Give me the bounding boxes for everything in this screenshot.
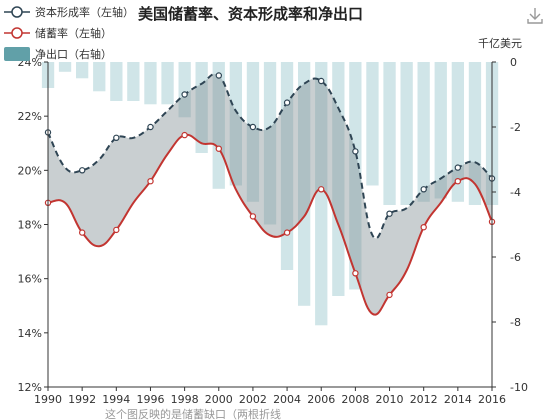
x-tick-label: 1996 [136, 393, 164, 406]
net-export-bar-1992[interactable] [76, 62, 89, 79]
saving-rate-point-2014[interactable] [454, 177, 461, 185]
right-tick-label: -2 [510, 121, 521, 134]
right-tick-label: -10 [510, 381, 528, 394]
net-export-bar-2003[interactable] [263, 62, 277, 225]
x-tick-label: 2006 [307, 393, 335, 406]
lines-layer [44, 72, 496, 316]
left-tick-label: 12% [18, 381, 42, 394]
net-export-bar-2010[interactable] [383, 62, 396, 205]
legend-item-saving-rate[interactable]: 储蓄率（左轴） [4, 26, 112, 40]
x-tick-label: 1992 [68, 393, 96, 406]
saving-rate-point-2002[interactable] [249, 213, 257, 220]
legend-label-saving-rate: 储蓄率（左轴） [35, 26, 112, 40]
net-export-bar-2009[interactable] [366, 62, 379, 186]
net-export-bar-2004[interactable] [280, 62, 294, 270]
net-export-bar-2005[interactable] [298, 62, 311, 306]
capital-formation-line [47, 72, 493, 240]
net-export-bar-2015[interactable] [468, 62, 482, 205]
x-tick-label: 2010 [376, 393, 404, 406]
capital-formation-point-2000[interactable] [215, 72, 222, 79]
x-tick-label: 2004 [273, 393, 301, 406]
saving-rate-point-2010[interactable] [386, 291, 393, 299]
download-icon[interactable] [527, 8, 543, 24]
x-tick-label: 2014 [444, 393, 472, 406]
right-axis-unit: 千亿美元 [478, 37, 522, 50]
net-export-bar-2000[interactable] [212, 62, 225, 189]
bars-layer [41, 62, 499, 326]
net-export-bar-2013[interactable] [434, 62, 447, 199]
saving-rate-point-2012[interactable] [420, 223, 427, 231]
chart-title: 美国储蓄率、资本形成率和净出口 [138, 5, 363, 23]
left-tick-label: 16% [18, 273, 42, 286]
saving-gap-area [48, 73, 492, 315]
net-export-bar-2011[interactable] [400, 62, 413, 205]
net-export-bar-2002[interactable] [246, 62, 260, 202]
capital-formation-point-2012[interactable] [420, 186, 427, 193]
right-tick-label: -8 [510, 316, 521, 329]
x-tick-label: 2012 [410, 393, 438, 406]
saving-rate-point-1998[interactable] [181, 131, 188, 139]
legend-label-capital-formation: 资本形成率（左轴） [35, 5, 134, 19]
right-tick-label: -4 [510, 186, 521, 199]
net-export-bar-1995[interactable] [127, 62, 140, 101]
x-tick-label: 2008 [341, 393, 369, 406]
legend: 资本形成率（左轴） 储蓄率（左轴） 净出口（右轴） [4, 5, 134, 61]
net-export-bar-2012[interactable] [417, 62, 430, 202]
gap-area-layer [48, 73, 492, 315]
capital-formation-point-1994[interactable] [113, 134, 120, 141]
net-export-bar-2007[interactable] [332, 62, 345, 296]
net-export-bar-2006[interactable] [315, 62, 328, 326]
capital-formation-point-2006[interactable] [318, 77, 325, 85]
net-export-bar-2008[interactable] [349, 62, 362, 290]
capital-formation-point-2010[interactable] [386, 210, 393, 217]
capital-formation-point-2004[interactable] [283, 99, 291, 106]
net-export-bar-1999[interactable] [195, 62, 208, 153]
net-export-bar-1996[interactable] [144, 62, 157, 105]
capital-formation-point-2014[interactable] [454, 164, 461, 171]
legend-item-net-export[interactable]: 净出口（右轴） [4, 47, 112, 61]
x-tick-label: 2000 [205, 393, 233, 406]
legend-item-capital-formation[interactable]: 资本形成率（左轴） [4, 5, 134, 19]
x-tick-label: 1994 [102, 393, 130, 406]
left-tick-label: 22% [18, 110, 42, 123]
x-tick-label: 2002 [239, 393, 267, 406]
capital-formation-point-2008[interactable] [352, 148, 359, 155]
net-export-bar-1997[interactable] [161, 62, 174, 105]
saving-rate-point-1992[interactable] [78, 229, 86, 236]
net-export-bar-1993[interactable] [93, 62, 106, 92]
left-tick-label: 14% [18, 327, 42, 340]
net-export-bar-1994[interactable] [110, 62, 123, 101]
x-tick-label: 1998 [171, 393, 199, 406]
left-tick-label: 18% [18, 219, 42, 232]
saving-rate-point-2008[interactable] [352, 270, 359, 277]
saving-rate-point-2006[interactable] [318, 186, 325, 193]
x-tick-label: 2016 [478, 393, 506, 406]
capital-formation-point-1996[interactable] [147, 123, 154, 131]
capital-formation-point-1998[interactable] [181, 91, 188, 98]
saving-rate-point-2000[interactable] [215, 145, 222, 152]
legend-label-net-export: 净出口（右轴） [35, 47, 112, 61]
capital-formation-point-1992[interactable] [78, 167, 86, 174]
right-tick-label: -6 [510, 251, 521, 264]
saving-rate-point-2004[interactable] [283, 229, 291, 236]
left-tick-label: 20% [18, 164, 42, 177]
chart-footnote: 这个图反映的是储蓄缺口（两根折线 [105, 407, 281, 420]
net-export-bar-2001[interactable] [229, 62, 242, 186]
net-export-bar-1991[interactable] [58, 62, 72, 72]
capital-formation-point-2002[interactable] [249, 123, 257, 131]
saving-rate-line [47, 133, 493, 316]
saving-rate-point-1996[interactable] [147, 177, 154, 185]
x-tick-label: 1990 [34, 393, 62, 406]
right-tick-label: 0 [510, 56, 517, 69]
net-export-bar-1998[interactable] [178, 62, 191, 118]
saving-rate-point-1994[interactable] [113, 226, 120, 234]
